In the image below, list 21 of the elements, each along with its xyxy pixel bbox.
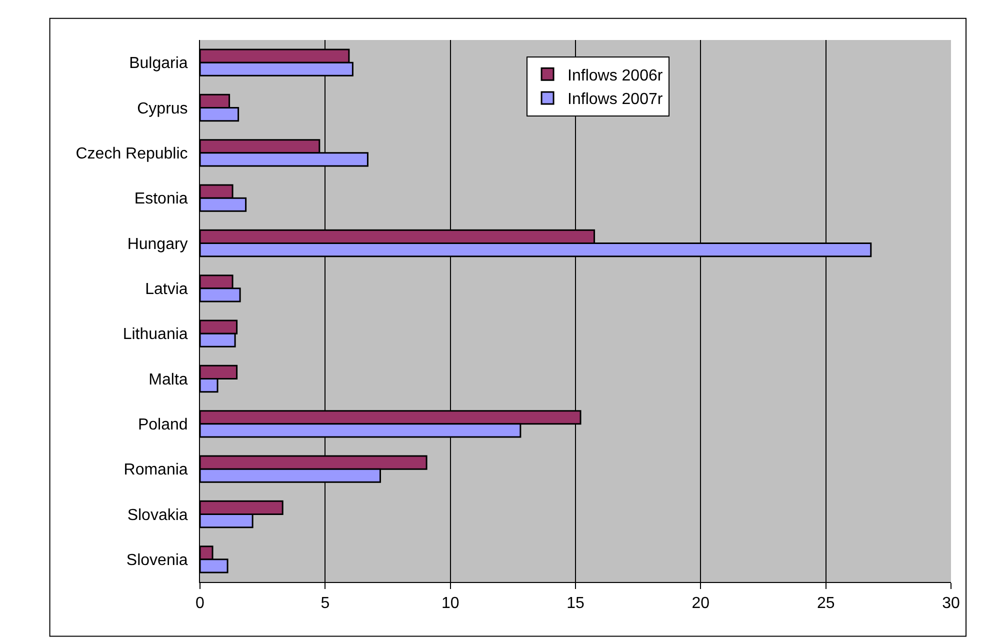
y-tick-label: Romania [124,462,188,479]
y-tick-label: Slovenia [126,552,188,570]
x-tick-label: 20 [692,595,710,612]
y-tick-label: Czech Republic [76,146,188,163]
legend-label: Inflows 2007r [568,91,664,108]
y-tick-label: Estonia [134,190,188,208]
x-tick-label: 10 [441,595,460,612]
y-tick-label: Latvia [145,281,188,298]
x-tick-label: 15 [566,595,584,612]
y-tick-label: Lithuania [122,326,188,344]
x-tick-label: 30 [942,595,960,612]
x-tick-label: 5 [320,595,330,612]
y-tick-label: Slovakia [127,506,188,524]
y-tick-label: Bulgaria [129,55,188,72]
y-tick-label: Malta [148,371,188,388]
y-tick-label: Cyprus [137,100,188,118]
x-tick-label: 0 [196,595,205,612]
y-tick-label: Hungary [127,236,188,253]
legend-label: Inflows 2006r [568,67,664,84]
y-tick-label: Poland [138,416,188,434]
x-tick-label: 25 [816,595,835,612]
